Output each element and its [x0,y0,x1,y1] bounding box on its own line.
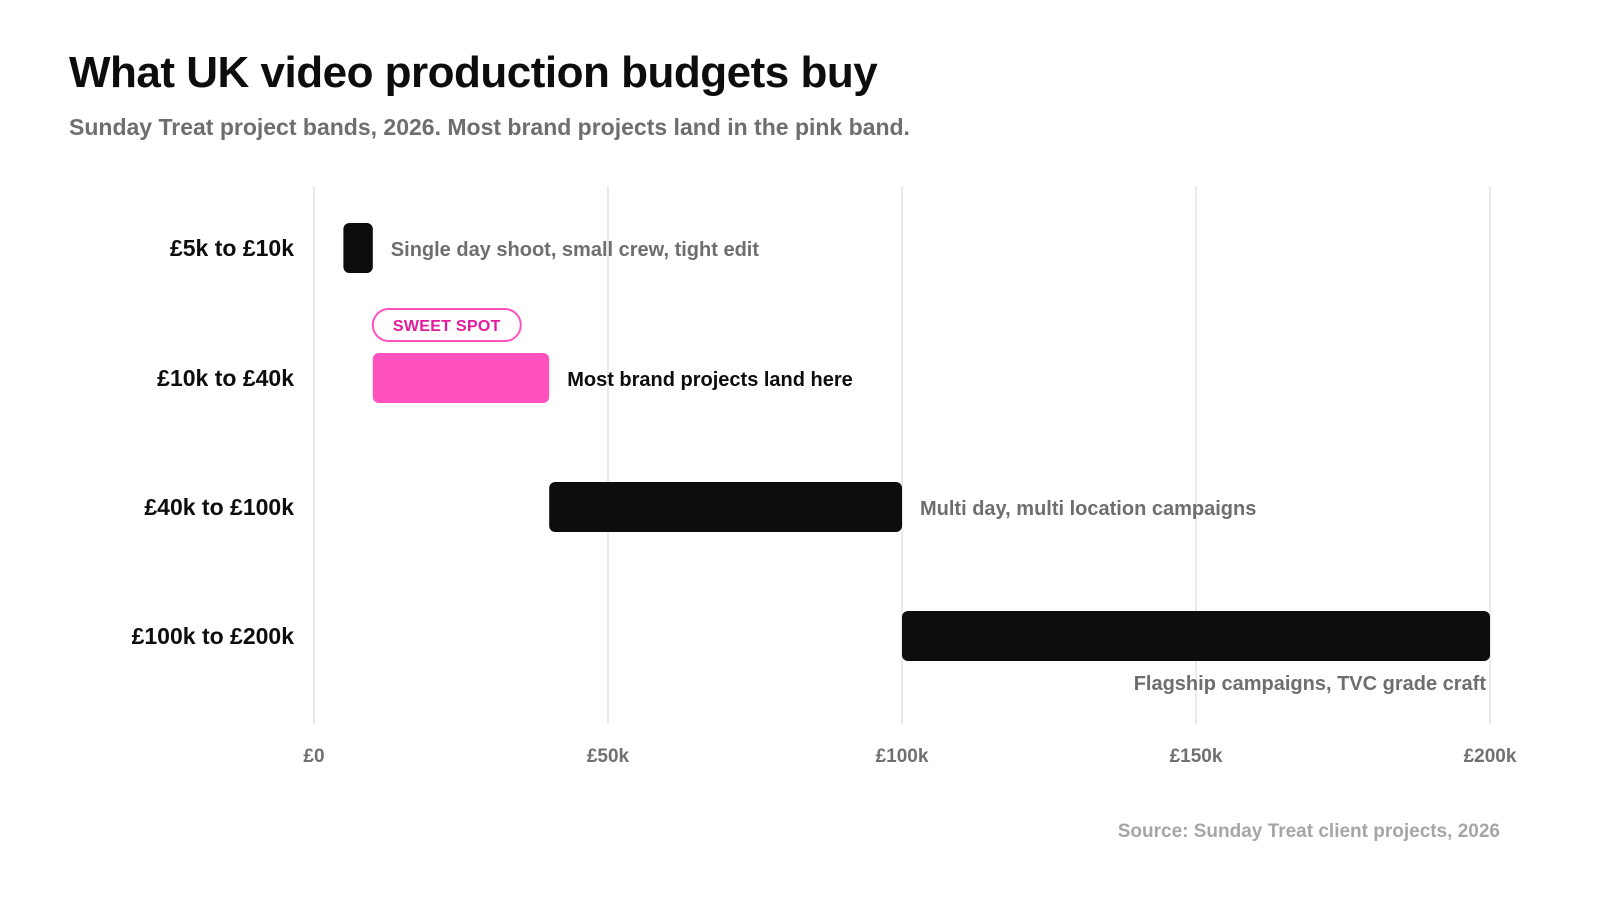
source-note: Source: Sunday Treat client projects, 20… [1117,821,1500,842]
highlight-range-bar [372,353,550,403]
x-tick-label: £50k [587,746,630,767]
sweet-spot-badge [371,308,522,342]
range-note: Single day shoot, small crew, tight edit [391,239,760,261]
category-label: £40k to £100k [144,494,294,520]
range-bar [549,482,902,532]
x-tick-label: £100k [876,746,929,767]
category-label: £5k to £10k [170,235,294,261]
chart-subtitle: Sunday Treat project bands, 2026. Most b… [69,114,910,140]
range-bar [902,611,1490,661]
x-tick-label: £150k [1170,746,1223,767]
category-label: £100k to £200k [132,623,295,649]
x-tick-label: £0 [303,746,324,767]
x-tick-label: £200k [1464,746,1517,767]
highlight-note: Most brand projects land here [567,369,853,391]
category-label: £10k to £40k [157,365,294,391]
chart-title: What UK video production budgets buy [69,48,878,97]
range-note: Flagship campaigns, TVC grade craft [1134,673,1487,695]
range-bar [343,223,373,273]
sweet-spot-badge-label: SWEET SPOT [393,318,501,335]
range-note: Multi day, multi location campaigns [920,498,1256,520]
